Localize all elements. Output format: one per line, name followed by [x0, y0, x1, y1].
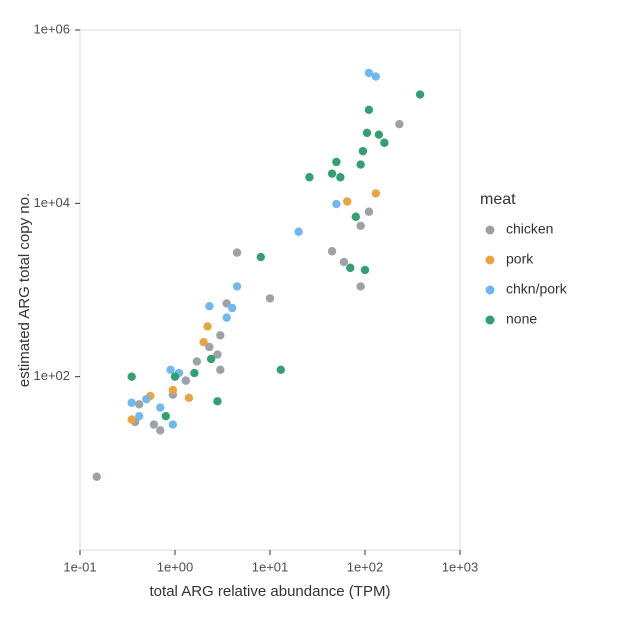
point-none: [257, 253, 265, 261]
plot-panel: [80, 30, 460, 550]
point-chicken: [93, 473, 101, 481]
scatter-plot: 1e-01 1e+00 1e+01 1e+02 1e+03 1e+02 1e+04 1e+06…: [0, 0, 630, 630]
x-tick-label: 1e+00: [157, 559, 194, 574]
point-none: [363, 129, 371, 137]
x-tick-label: 1e+01: [252, 559, 289, 574]
point-chkn_pork: [142, 395, 150, 403]
point-chkn_pork: [222, 313, 230, 321]
point-pork: [203, 322, 211, 330]
point-chicken: [356, 282, 364, 290]
point-none: [213, 397, 221, 405]
point-chkn_pork: [127, 399, 135, 407]
point-none: [171, 372, 179, 380]
point-none: [190, 369, 198, 377]
point-chkn_pork: [205, 302, 213, 310]
point-none: [375, 130, 383, 138]
point-chkn_pork: [228, 304, 236, 312]
point-pork: [185, 394, 193, 402]
legend-swatch-pork: [486, 256, 495, 265]
point-chicken: [193, 357, 201, 365]
scatter-points: [93, 69, 425, 481]
point-none: [352, 213, 360, 221]
point-chicken: [328, 247, 336, 255]
legend-swatch-none: [486, 316, 495, 325]
point-chkn_pork: [372, 72, 380, 80]
point-chkn_pork: [233, 282, 241, 290]
point-none: [332, 158, 340, 166]
point-none: [127, 372, 135, 380]
point-chicken: [340, 258, 348, 266]
point-none: [277, 366, 285, 374]
point-chkn_pork: [169, 420, 177, 428]
point-chicken: [233, 248, 241, 256]
point-chicken: [156, 426, 164, 434]
x-axis-title: total ARG relative abundance (TPM): [150, 583, 391, 600]
y-axis-title: estimated ARG total copy no.: [16, 193, 33, 387]
point-none: [336, 173, 344, 181]
point-chkn_pork: [294, 228, 302, 236]
y-axis: 1e+02 1e+04 1e+06: [33, 21, 80, 383]
point-chicken: [365, 208, 373, 216]
legend: meat chicken pork chkn/pork none: [480, 191, 568, 326]
point-none: [356, 160, 364, 168]
point-chicken: [135, 400, 143, 408]
point-none: [207, 355, 215, 363]
point-none: [416, 90, 424, 98]
legend-label-chicken: chicken: [506, 221, 553, 237]
legend-title: meat: [480, 191, 516, 208]
x-tick-label: 1e-01: [63, 559, 96, 574]
point-none: [365, 106, 373, 114]
point-none: [305, 173, 313, 181]
point-chicken: [356, 222, 364, 230]
x-tick-label: 1e+03: [442, 559, 479, 574]
point-pork: [343, 197, 351, 205]
point-chicken: [150, 420, 158, 428]
legend-label-pork: pork: [506, 251, 534, 267]
point-chkn_pork: [135, 412, 143, 420]
chart-container: 1e-01 1e+00 1e+01 1e+02 1e+03 1e+02 1e+04 1e+06…: [0, 0, 630, 630]
point-chkn_pork: [332, 200, 340, 208]
legend-label-chkn_pork: chkn/pork: [506, 281, 568, 297]
point-chicken: [216, 331, 224, 339]
point-none: [380, 139, 388, 147]
point-chkn_pork: [156, 403, 164, 411]
legend-label-none: none: [506, 311, 537, 327]
point-pork: [199, 338, 207, 346]
y-tick-label: 1e+02: [33, 368, 70, 383]
x-axis: 1e-01 1e+00 1e+01 1e+02 1e+03: [63, 550, 478, 574]
point-pork: [127, 415, 135, 423]
point-none: [359, 147, 367, 155]
legend-swatch-chicken: [486, 226, 495, 235]
point-chicken: [216, 366, 224, 374]
point-chicken: [395, 120, 403, 128]
point-chicken: [182, 376, 190, 384]
x-tick-label: 1e+02: [347, 559, 384, 574]
point-none: [361, 266, 369, 274]
point-none: [162, 412, 170, 420]
point-chicken: [266, 294, 274, 302]
y-tick-label: 1e+04: [33, 195, 70, 210]
legend-swatch-chkn_pork: [486, 286, 495, 295]
point-none: [328, 169, 336, 177]
point-none: [346, 264, 354, 272]
point-pork: [372, 189, 380, 197]
y-tick-label: 1e+06: [33, 21, 70, 36]
point-pork: [169, 386, 177, 394]
